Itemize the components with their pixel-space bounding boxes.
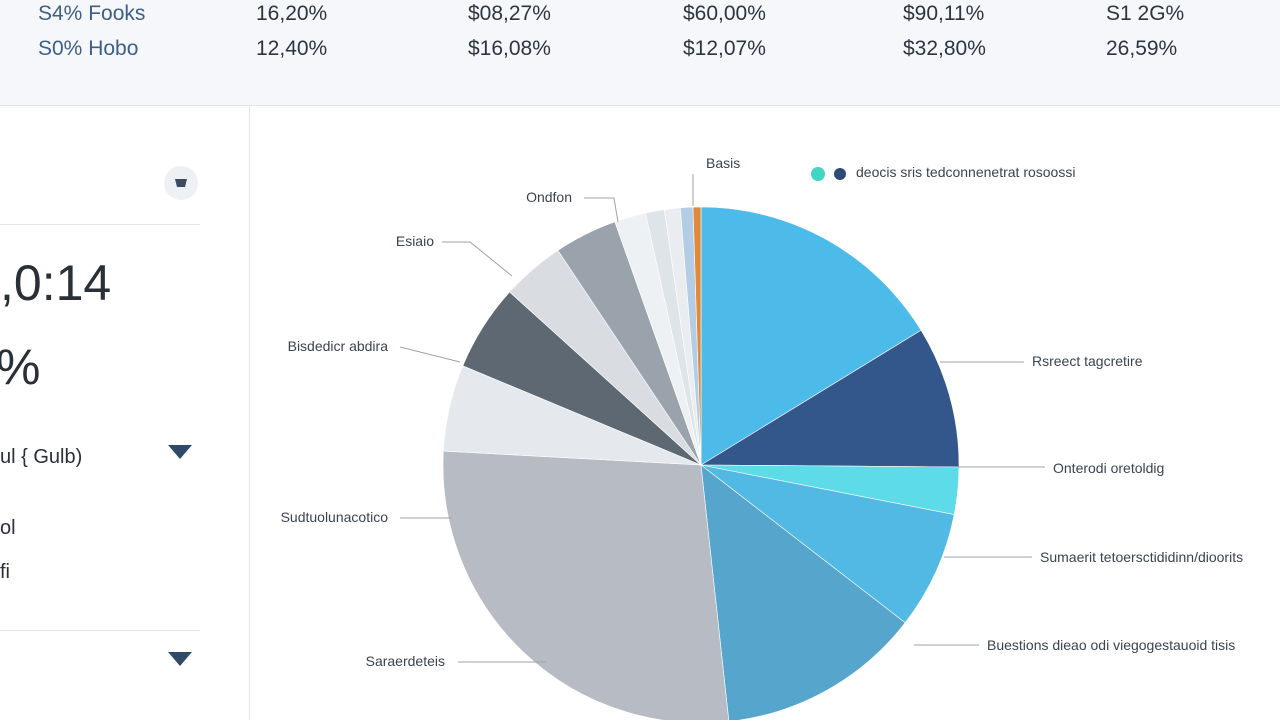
panel-options-button[interactable]	[164, 166, 198, 200]
stat-row2-col4: $32,80%	[903, 37, 986, 60]
metric-percent: %	[0, 339, 41, 395]
pie-chart: Basis Ondfon Esiaio Bisdedicr abdira Sudtuol…	[281, 155, 1243, 720]
shape-icon	[175, 179, 187, 187]
slice-label: Basis	[706, 155, 740, 171]
chevron-down-icon[interactable]	[168, 445, 192, 459]
detail-line-2: fi	[0, 561, 10, 583]
stat-row1-label: S4% Fooks	[38, 2, 146, 25]
stat-row1-col3: $60,00%	[683, 2, 766, 25]
stat-row2-col3: $12,07%	[683, 37, 766, 60]
legend-dot-2	[834, 168, 846, 180]
label-leader-line	[584, 197, 619, 223]
pie-slice	[442, 450, 730, 720]
pie-slice	[692, 206, 702, 466]
stat-row2-col1: 12,40%	[256, 37, 328, 60]
slice-label: Bisdedicr abdira	[288, 338, 389, 354]
slice-label: Sumaerit tetoersctididinn/dioorits	[1040, 549, 1243, 565]
legend-text: deocis sris tedconnenetrat rosoossi	[856, 164, 1076, 180]
detail-line-1: ol	[0, 517, 16, 539]
legend-dot-1	[811, 167, 825, 181]
chevron-down-icon[interactable]	[168, 652, 192, 666]
stats-band: S4% Fooks 16,20% $08,27% $60,00% $90,11%…	[0, 0, 1280, 106]
stat-row1-col2: $08,27%	[468, 2, 551, 25]
slice-label: Onterodi oretoldig	[1053, 460, 1164, 476]
slice-label: Saraerdeteis	[366, 653, 445, 669]
slice-label: Esiaio	[396, 233, 434, 249]
panel-divider	[0, 224, 200, 225]
pie-slice	[700, 206, 922, 466]
metric-value: ,0:14	[0, 255, 112, 311]
stat-row2-col2: $16,08%	[468, 37, 551, 60]
panel-divider	[0, 630, 200, 631]
stat-row1-col4: $90,11%	[903, 2, 985, 25]
stat-row1-col1: 16,20%	[256, 2, 328, 25]
stat-row1-col5: S1 2G%	[1106, 2, 1185, 25]
stat-row2-label: S0% Hobo	[38, 37, 139, 60]
pie-slice	[700, 464, 955, 624]
slice-label: Rsreect tagcretire	[1032, 353, 1143, 369]
slice-label: Ondfon	[526, 189, 572, 205]
stat-row2-col5: 26,59%	[1106, 37, 1178, 60]
slice-label: Sudtuolunacotico	[281, 509, 389, 525]
pie-slice	[699, 329, 960, 468]
slice-label: Buestions dieao odi viegogestauoid tisis	[987, 637, 1235, 653]
left-panel: ,0:14 % ul { Gulb) ol fi	[0, 106, 250, 720]
label-leader-line	[442, 241, 513, 277]
dropdown-label[interactable]: ul { Gulb)	[0, 446, 83, 468]
label-leader-line	[399, 346, 461, 363]
pie-slice	[700, 464, 906, 720]
